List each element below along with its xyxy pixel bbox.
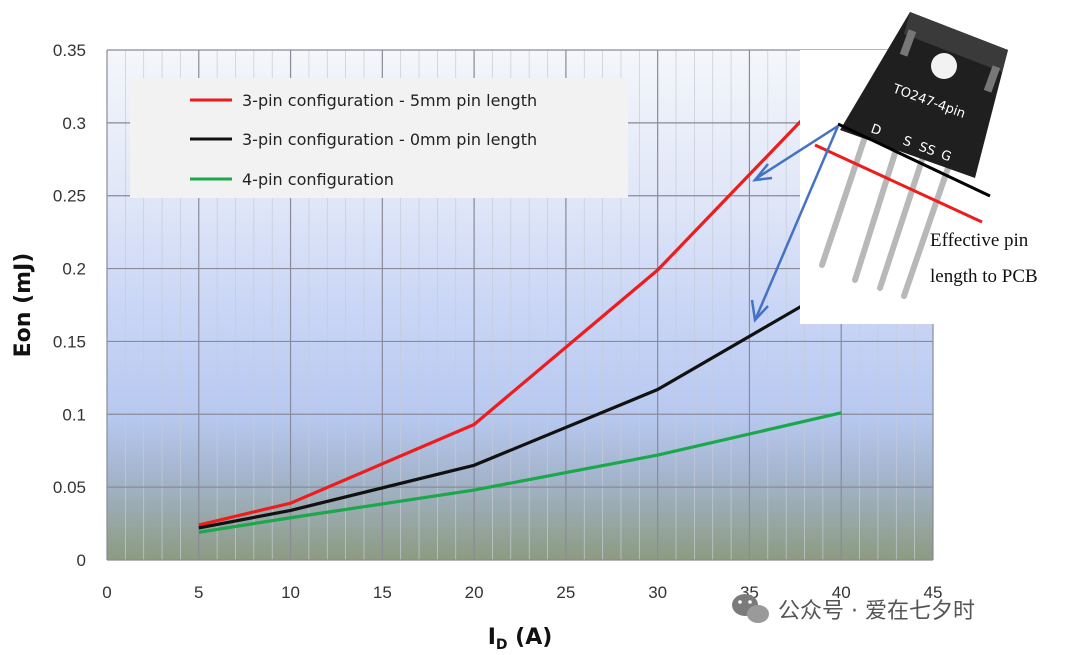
- watermark-text: 公众号 · 爱在七夕时: [778, 599, 975, 624]
- arrow-to-black-line: [754, 125, 840, 319]
- legend-label-3: 4-pin configuration: [242, 170, 394, 189]
- pcb-plane-line-red: [814, 143, 983, 224]
- y-tick-label: 0.05: [53, 478, 86, 497]
- package-pins: [819, 137, 951, 299]
- x-tick-label: 40: [832, 583, 851, 602]
- x-tick-label: 25: [556, 583, 575, 602]
- x-tick-label: 0: [102, 583, 111, 602]
- y-tick-label: 0.2: [62, 260, 86, 279]
- legend-label-2: 3-pin configuration - 0mm pin length: [242, 130, 537, 149]
- x-tick-label: 10: [281, 583, 300, 602]
- arrow-to-red-line: [756, 124, 839, 180]
- y-tick-label: 0: [77, 551, 86, 570]
- x-axis-title: ID (A): [488, 625, 553, 653]
- y-tick-label: 0.3: [62, 114, 86, 133]
- pin-label-d: D: [869, 122, 884, 140]
- y-tick-label: 0.35: [53, 41, 86, 60]
- pin-label-g: G: [939, 148, 954, 166]
- x-tick-label: 20: [465, 583, 484, 602]
- x-tick-label: 15: [373, 583, 392, 602]
- package-body: TO247-4pin D S SS G: [840, 12, 1008, 178]
- y-tick-label: 0.15: [53, 332, 86, 351]
- y-axis-title: Eon (mJ): [11, 253, 36, 358]
- pin-label-ss: SS: [917, 140, 938, 160]
- y-tick-label: 0.25: [53, 187, 86, 206]
- y-tick-label: 0.1: [62, 405, 86, 424]
- series-line-3: [198, 411, 842, 534]
- wechat-icon: [732, 594, 769, 623]
- annotation-text-line-1: Effective pin: [930, 230, 1029, 251]
- tick-labels: 0 5 10 15 20 25 30 35 40 4500.050.10.150.20.250.3…: [53, 41, 943, 602]
- legend: 3-pin configuration - 5mm pin length 3-p…: [130, 78, 628, 198]
- series-line-2: [198, 281, 843, 530]
- package-inset: TO247-4pin D S SS G Effective pin length…: [800, 12, 1080, 324]
- pcb-plane-line-black: [837, 122, 991, 198]
- pointer-arrows: [750, 124, 840, 323]
- series-lines: [198, 78, 843, 534]
- x-tick-label: 5: [194, 583, 203, 602]
- x-tick-label: 30: [648, 583, 667, 602]
- legend-label-1: 3-pin configuration - 5mm pin length: [242, 91, 537, 110]
- mounting-hole: [931, 53, 957, 79]
- watermark: 公众号 · 爱在七夕时: [732, 594, 975, 624]
- annotation-text-line-2: length to PCB: [930, 266, 1038, 287]
- x-tick-label: 45: [924, 583, 943, 602]
- series-line-1: [198, 78, 843, 527]
